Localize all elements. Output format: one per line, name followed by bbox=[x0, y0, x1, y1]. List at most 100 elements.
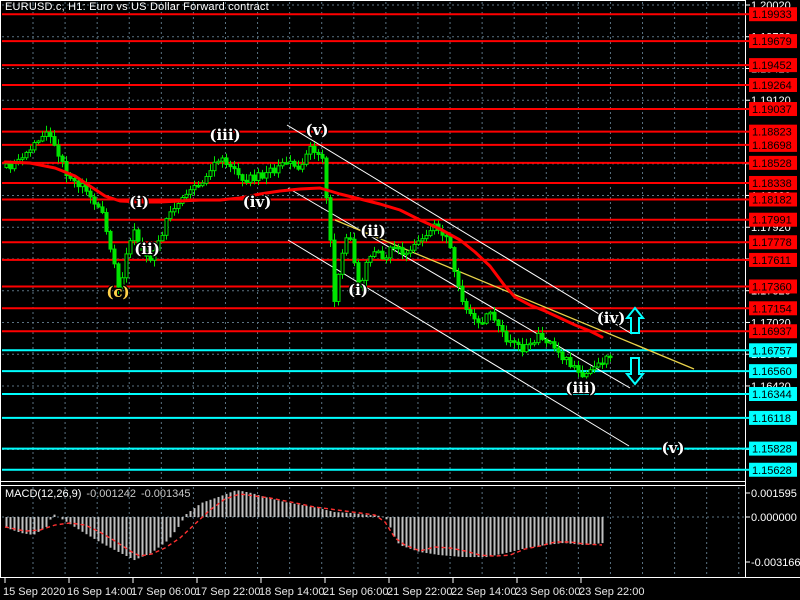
candle-body bbox=[164, 218, 169, 236]
candle-body bbox=[368, 255, 373, 263]
candle-body bbox=[348, 237, 353, 240]
price-level-value: 1.18698 bbox=[752, 140, 792, 152]
candle-body bbox=[312, 145, 317, 153]
price-level-value: 1.18338 bbox=[752, 178, 792, 190]
candle-body bbox=[280, 162, 285, 167]
candle-body bbox=[460, 285, 465, 303]
price-level-box bbox=[749, 192, 797, 207]
candle-body bbox=[580, 371, 585, 378]
candle-body bbox=[208, 170, 213, 177]
price-level-value: 1.19037 bbox=[752, 104, 792, 116]
candle-body bbox=[404, 252, 409, 256]
candle-body bbox=[556, 347, 561, 353]
candle-body bbox=[444, 234, 449, 238]
candle-body bbox=[576, 365, 581, 373]
candle-body bbox=[204, 175, 209, 184]
candle-body bbox=[116, 263, 121, 288]
candle-body bbox=[364, 261, 369, 281]
candle-body bbox=[308, 145, 313, 155]
price-level-box bbox=[749, 364, 797, 379]
price-level-value: 1.17611 bbox=[752, 255, 791, 267]
candle-body bbox=[300, 163, 305, 170]
candle-body bbox=[416, 240, 421, 245]
candle-body bbox=[76, 180, 81, 188]
elliott-wave-label: (ii) bbox=[134, 240, 160, 258]
price-axis[interactable]: 1.200201.197201.194201.191201.188201.185… bbox=[744, 0, 797, 477]
macd-name: MACD(12,26,9) bbox=[5, 488, 82, 500]
candle-body bbox=[12, 162, 17, 170]
candle-body bbox=[144, 249, 149, 257]
candle-body bbox=[316, 151, 321, 155]
macd-value-signal: -0.001345 bbox=[140, 488, 191, 500]
channel-trendline[interactable] bbox=[286, 124, 633, 335]
price-level-value: 1.19679 bbox=[752, 36, 792, 48]
candle-body bbox=[264, 172, 269, 179]
price-level-box bbox=[749, 343, 797, 358]
candle-body bbox=[168, 211, 173, 220]
candle-body bbox=[372, 251, 377, 257]
candle-body bbox=[496, 319, 501, 326]
candle-body bbox=[356, 262, 361, 288]
candle-body bbox=[236, 168, 241, 176]
moving-average-line[interactable] bbox=[3, 160, 604, 339]
candle-body bbox=[608, 355, 613, 359]
price-level-value: 1.16118 bbox=[752, 413, 791, 425]
time-tick-label: 15 Sep 2020 bbox=[3, 586, 65, 598]
time-tick-label: 22 Sep 14:00 bbox=[451, 586, 516, 598]
macd-indicator-label: MACD(12,26,9) -0.001242 -0.001345 bbox=[5, 488, 191, 500]
candle-body bbox=[584, 373, 589, 378]
candle-body bbox=[324, 157, 329, 199]
price-level-value: 1.19933 bbox=[752, 9, 792, 21]
candle-body bbox=[544, 338, 549, 344]
price-level-value: 1.16344 bbox=[752, 389, 792, 401]
macd-axis-label: 0.001595 bbox=[751, 488, 797, 500]
candle-body bbox=[252, 174, 257, 182]
price-level-box bbox=[749, 175, 797, 190]
candle-body bbox=[160, 234, 165, 242]
candle-body bbox=[424, 235, 429, 240]
candle-body bbox=[244, 179, 249, 183]
candle-body bbox=[248, 174, 253, 183]
candle-body bbox=[156, 240, 161, 252]
signal-arrow-down[interactable] bbox=[624, 357, 646, 386]
candle-body bbox=[92, 196, 97, 205]
candle-body bbox=[80, 182, 85, 188]
candle-body bbox=[48, 131, 53, 138]
sr-levels bbox=[2, 13, 744, 471]
candle-body bbox=[228, 163, 233, 168]
price-level-value: 1.15828 bbox=[752, 444, 792, 456]
candle-body bbox=[448, 236, 453, 249]
candle-body bbox=[360, 279, 365, 288]
price-level-value: 1.17360 bbox=[752, 281, 792, 293]
candle-body bbox=[376, 250, 381, 254]
candle-body bbox=[52, 136, 57, 146]
candle-body bbox=[220, 157, 225, 162]
candle-body bbox=[412, 243, 417, 251]
candle-body bbox=[568, 356, 573, 368]
candle-body bbox=[392, 246, 397, 250]
candle-body bbox=[396, 246, 401, 250]
candle-body bbox=[8, 163, 13, 170]
candle-body bbox=[428, 230, 433, 237]
elliott-wave-label: (iv) bbox=[243, 193, 272, 211]
price-level-value: 1.18182 bbox=[752, 194, 792, 206]
macd-panel bbox=[4, 490, 604, 561]
candle-body bbox=[288, 160, 293, 165]
candle-body bbox=[260, 172, 265, 179]
candle-body bbox=[20, 157, 25, 160]
candle-body bbox=[184, 193, 189, 198]
price-level-box bbox=[749, 77, 797, 92]
candle-body bbox=[516, 341, 521, 345]
candle-body bbox=[140, 242, 145, 251]
channel-trendline[interactable] bbox=[287, 239, 630, 447]
price-level-box bbox=[749, 102, 797, 117]
candle-body bbox=[284, 162, 289, 165]
candle-body bbox=[64, 160, 69, 177]
signal-arrow-up[interactable] bbox=[624, 306, 646, 334]
price-level-box bbox=[749, 212, 797, 227]
macd-axis[interactable]: 0.001595 0.000000 -0.003166 bbox=[745, 488, 800, 569]
candle-body bbox=[500, 324, 505, 332]
candle-body bbox=[196, 184, 201, 188]
